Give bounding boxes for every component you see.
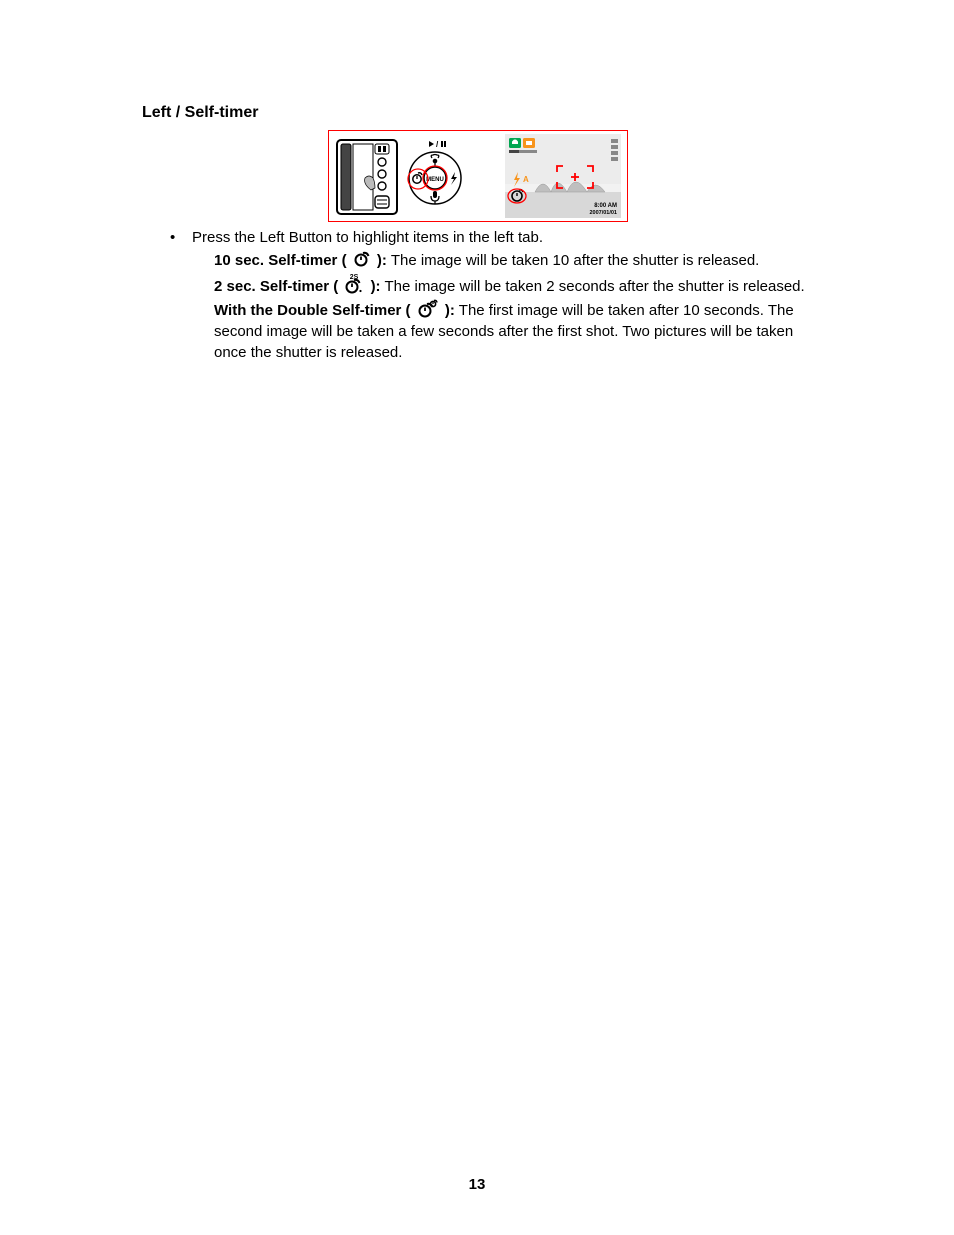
item-2sec-text: The image will be taken 2 seconds after … [384,278,804,295]
item-double: With the Double Self-timer ( ): The firs… [214,299,814,363]
section-heading: Left / Self-timer [142,104,814,122]
bullet-dot: • [170,228,178,248]
down-icon [431,191,439,204]
menu-button-label: MENU [426,177,444,183]
item-10sec: 10 sec. Self-timer ( ): The image will b… [214,250,814,271]
item-2sec-label: 2 sec. Self-timer ( [214,278,338,295]
lcd-date-text: 2007/01/01 [589,210,617,216]
item-double-label: With the Double Self-timer ( [214,302,411,319]
document-page: Left / Self-timer [0,0,954,1235]
item-10sec-label: 10 sec. Self-timer ( [214,252,347,269]
item-2sec: 2 sec. Self-timer ( 2S ): The image will… [214,273,814,297]
figure-container: MENU / [328,130,628,222]
item-2sec-close: ): [371,278,381,295]
bullet-text: Press the Left Button to highlight items… [192,229,543,246]
content-block: • Press the Left Button to highlight ite… [142,228,814,365]
lcd-time-text: 8:00 AM [594,203,617,209]
svg-text:A: A [523,175,529,184]
page-number: 13 [0,1176,954,1193]
lcd-preview-diagram: A 8:00 AM 2007/01/01 [505,134,621,218]
item-double-close: ): [445,302,455,319]
self-timer-icon [413,173,422,183]
svg-text:/: / [436,140,439,149]
item-10sec-text: The image will be taken 10 after the shu… [391,252,760,269]
flash-icon [451,172,457,185]
macro-icon [431,155,439,168]
bullet-item: • Press the Left Button to highlight ite… [170,228,814,365]
camera-back-diagram: MENU / [335,134,495,218]
self-timer-double-icon [417,299,439,319]
self-timer-10s-icon [353,250,371,268]
item-10sec-close: ): [377,252,387,269]
self-timer-2s-icon: 2S [344,273,364,295]
